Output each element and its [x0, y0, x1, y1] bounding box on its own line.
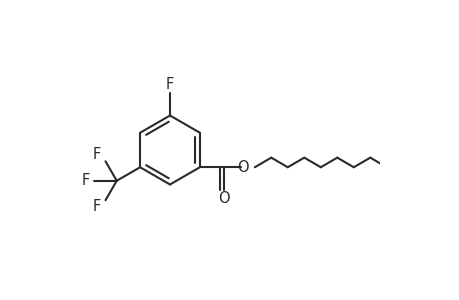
Text: F: F: [93, 147, 101, 162]
Text: O: O: [218, 191, 229, 206]
Text: F: F: [81, 173, 90, 188]
Text: F: F: [166, 77, 174, 92]
Text: O: O: [237, 160, 249, 175]
Text: F: F: [93, 199, 101, 214]
